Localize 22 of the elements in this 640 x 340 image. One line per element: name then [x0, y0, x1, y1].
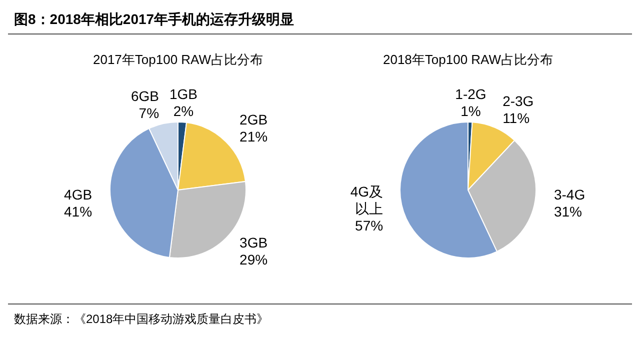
slice-label: 2-3G	[502, 93, 534, 110]
slice-label: 1GB	[169, 86, 198, 102]
data-label: 57%	[355, 217, 384, 234]
slice-label: 2GB	[240, 111, 268, 128]
chart-title: 2018年Top100 RAW占比分布	[382, 52, 554, 67]
data-label: 11%	[502, 110, 530, 126]
slice-label: 1-2G	[455, 86, 486, 102]
slice-label: 6GB	[130, 88, 160, 104]
data-label: 29%	[240, 252, 268, 268]
slice-label: 3GB	[240, 234, 268, 251]
data-label: 31%	[554, 204, 582, 220]
data-label: 1%	[460, 103, 481, 120]
data-label: 2%	[173, 103, 194, 120]
chart-title: 2017年Top100 RAW占比分布	[92, 52, 264, 67]
data-label: 21%	[240, 128, 268, 144]
slice-label: 4GB	[64, 186, 92, 203]
slice-label: 3-4G	[554, 186, 586, 203]
slice-label: 4G及以上	[350, 183, 384, 216]
caption: 图8：2018年相比2017年手机的运存升级明显	[14, 11, 294, 27]
source-note: 数据来源：《2018年中国移动游戏质量白皮书》	[14, 312, 269, 326]
data-label: 7%	[138, 105, 160, 122]
data-label: 41%	[64, 204, 92, 220]
